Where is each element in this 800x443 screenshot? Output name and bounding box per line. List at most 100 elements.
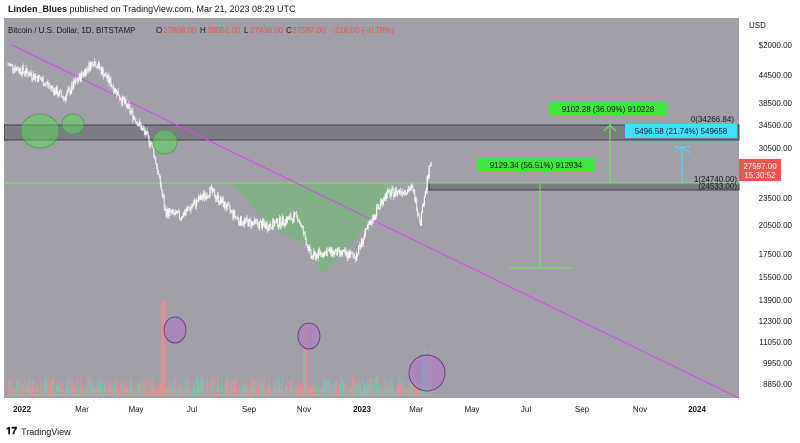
- candle-body: [69, 88, 71, 94]
- candle-body: [417, 210, 419, 215]
- volume-bar: [424, 352, 426, 396]
- volume-bar: [260, 387, 262, 396]
- candle-body: [161, 190, 163, 196]
- symbol-legend: Bitcoin / U.S. Dollar, 1D, BITSTAMP O 27…: [8, 26, 394, 35]
- candle-body: [66, 91, 68, 96]
- volume-bar: [354, 382, 356, 396]
- volume-bar: [258, 381, 260, 396]
- candle-body: [12, 64, 14, 70]
- volume-bar: [302, 326, 304, 396]
- candle-body: [99, 68, 102, 69]
- volume-bar: [100, 388, 102, 396]
- candle-body: [317, 249, 320, 258]
- candle-body: [411, 185, 413, 187]
- candle-body: [136, 122, 138, 123]
- candle-body: [392, 188, 394, 190]
- time-tick-label: Mar: [409, 405, 423, 414]
- candle-body: [42, 78, 44, 86]
- volume-bar: [12, 376, 14, 396]
- volume-bar: [156, 391, 158, 396]
- candle-body: [130, 111, 132, 113]
- candle-body: [138, 121, 141, 126]
- volume-bar: [416, 387, 418, 396]
- volume-bar: [338, 386, 340, 396]
- volume-bar: [328, 379, 330, 396]
- volume-bar: [86, 378, 88, 396]
- candle-body: [34, 74, 36, 80]
- candle-body: [184, 212, 186, 215]
- volume-bar: [238, 387, 240, 396]
- candle-body: [67, 89, 69, 92]
- volume-bar: [391, 377, 393, 396]
- candle-body: [190, 206, 192, 211]
- publish-header: Linden_Blues published on TradingView.co…: [0, 0, 800, 18]
- candle-body: [331, 247, 333, 256]
- candle-body: [346, 251, 348, 258]
- volume-bar: [107, 388, 109, 396]
- candle-body: [320, 252, 323, 255]
- volume-bar: [381, 386, 383, 396]
- candle-body: [199, 195, 202, 200]
- candle-body: [191, 206, 193, 208]
- pattern-fill: [232, 184, 399, 274]
- candle-body: [256, 220, 258, 222]
- candle-body: [367, 224, 369, 229]
- volume-bar: [345, 391, 347, 396]
- candle-body: [207, 195, 209, 197]
- volume-bar: [335, 380, 337, 396]
- candle-body: [21, 66, 23, 75]
- volume-bar: [227, 378, 229, 396]
- volume-bar: [30, 384, 32, 396]
- candle-body: [382, 200, 384, 205]
- candle-body: [181, 217, 183, 218]
- price-tick-label: 20500.00: [759, 221, 793, 230]
- volume-bar: [248, 388, 250, 396]
- volume-bar: [286, 387, 288, 396]
- volume-bar: [265, 387, 267, 396]
- volume-bar: [10, 388, 12, 396]
- candle-body: [170, 209, 172, 213]
- candle-body: [196, 199, 198, 207]
- candle-body: [127, 104, 129, 109]
- candle-body: [111, 86, 113, 87]
- publish-info: published on TradingView.com, Mar 21, 20…: [69, 4, 296, 14]
- candle-body: [389, 191, 391, 197]
- volume-bar: [403, 380, 405, 396]
- volume-bar: [418, 389, 420, 396]
- volume-bar: [331, 389, 333, 396]
- candle-body: [358, 245, 361, 248]
- volume-bar: [276, 389, 278, 396]
- candle-body: [57, 95, 60, 96]
- volume-bar: [293, 391, 295, 396]
- volume-bar: [407, 387, 409, 396]
- volume-bar: [40, 377, 42, 396]
- tradingview-logo-text: TradingView: [21, 426, 71, 437]
- volume-bar: [143, 380, 145, 396]
- volume-bar: [272, 388, 274, 396]
- candle-body: [249, 218, 251, 221]
- volume-bar: [28, 386, 30, 396]
- candle-body: [116, 89, 118, 96]
- volume-bar: [299, 388, 301, 396]
- volume-bar: [145, 381, 147, 396]
- candle-body: [372, 215, 374, 224]
- candle-body: [129, 106, 131, 113]
- volume-bar: [269, 387, 271, 396]
- volume-bar: [281, 378, 283, 396]
- candle-body: [11, 64, 13, 65]
- volume-bar: [175, 378, 177, 396]
- volume-bar: [8, 377, 10, 396]
- candle-body: [381, 200, 384, 205]
- volume-bar: [161, 301, 163, 396]
- volume-bar: [49, 378, 51, 396]
- volume-bar: [79, 376, 81, 396]
- candle-body: [219, 197, 222, 204]
- volume-bar: [199, 379, 201, 396]
- price-chart[interactable]: Bitcoin / U.S. Dollar, 1D, BITSTAMP O 27…: [3, 18, 800, 418]
- volume-bar: [204, 390, 206, 396]
- candle-body: [29, 73, 31, 76]
- volume-bar: [125, 386, 127, 396]
- volume-bar: [394, 391, 396, 396]
- candle-body: [110, 78, 112, 87]
- volume-bar: [351, 379, 353, 396]
